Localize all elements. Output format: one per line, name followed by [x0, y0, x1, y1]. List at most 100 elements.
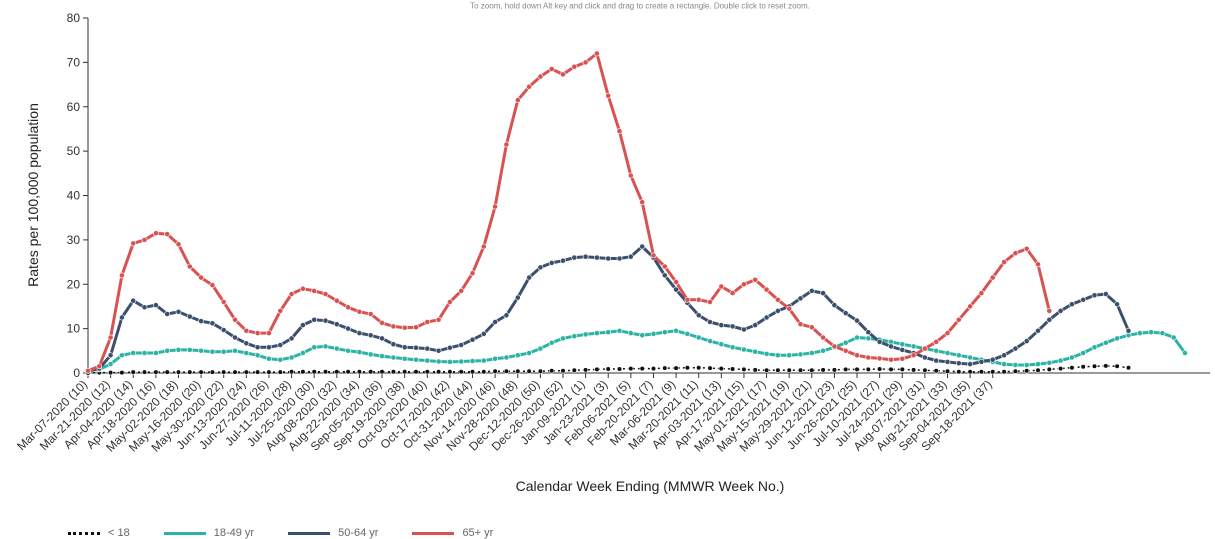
data-point[interactable] [1057, 307, 1064, 314]
data-point[interactable] [186, 346, 193, 353]
data-point[interactable] [888, 356, 894, 363]
data-point[interactable] [209, 320, 216, 327]
data-point[interactable] [254, 352, 261, 359]
data-point[interactable] [695, 334, 702, 341]
data-point[interactable] [989, 274, 996, 281]
data-point[interactable] [209, 282, 216, 288]
data-point[interactable] [944, 358, 951, 365]
data-point[interactable] [582, 253, 589, 260]
data-point[interactable] [1103, 363, 1109, 369]
data-point[interactable] [220, 299, 227, 305]
data-point[interactable] [1069, 354, 1075, 361]
data-point[interactable] [164, 347, 171, 354]
data-point[interactable] [933, 368, 939, 374]
data-point[interactable] [311, 369, 317, 375]
data-point[interactable] [582, 59, 589, 66]
data-point[interactable] [763, 314, 770, 321]
data-point[interactable] [729, 323, 736, 330]
data-point[interactable] [401, 355, 408, 362]
data-point[interactable] [198, 347, 204, 354]
data-point[interactable] [299, 350, 306, 356]
data-point[interactable] [775, 352, 781, 359]
data-point[interactable] [662, 365, 668, 371]
data-point[interactable] [967, 303, 973, 310]
data-point[interactable] [458, 342, 465, 348]
data-point[interactable] [446, 358, 453, 365]
data-point[interactable] [786, 367, 792, 373]
data-point[interactable] [526, 368, 532, 374]
data-point[interactable] [548, 339, 555, 346]
data-point[interactable] [616, 366, 623, 372]
data-point[interactable] [673, 327, 679, 334]
data-point[interactable] [888, 343, 894, 350]
data-point[interactable] [503, 354, 510, 361]
data-point[interactable] [333, 321, 340, 328]
data-point[interactable] [243, 369, 249, 375]
data-point[interactable] [695, 296, 702, 303]
data-point[interactable] [865, 354, 872, 361]
data-point[interactable] [1012, 362, 1019, 368]
data-point[interactable] [967, 361, 973, 367]
data-point[interactable] [515, 368, 521, 374]
data-point[interactable] [571, 254, 578, 261]
data-point[interactable] [537, 345, 544, 352]
data-point[interactable] [221, 369, 227, 375]
data-point[interactable] [379, 353, 385, 359]
data-point[interactable] [322, 369, 329, 375]
data-point[interactable] [311, 316, 318, 323]
data-point[interactable] [854, 352, 860, 359]
data-point[interactable] [1001, 361, 1007, 367]
data-point[interactable] [955, 360, 962, 367]
data-point[interactable] [1057, 357, 1064, 364]
data-point[interactable] [186, 263, 193, 270]
data-point[interactable] [413, 344, 419, 351]
data-point[interactable] [277, 307, 284, 314]
data-point[interactable] [1069, 301, 1075, 308]
data-point[interactable] [480, 357, 487, 364]
data-point[interactable] [808, 287, 815, 294]
data-point[interactable] [729, 366, 736, 372]
data-point[interactable] [265, 344, 272, 351]
data-point[interactable] [277, 369, 283, 375]
data-point[interactable] [978, 369, 985, 375]
data-point[interactable] [571, 367, 577, 373]
data-point[interactable] [1182, 350, 1188, 356]
data-point[interactable] [842, 310, 849, 316]
data-point[interactable] [1035, 361, 1041, 367]
data-point[interactable] [639, 199, 646, 206]
data-point[interactable] [1024, 368, 1030, 374]
data-point[interactable] [458, 358, 465, 365]
data-point[interactable] [922, 345, 928, 352]
data-point[interactable] [141, 304, 148, 311]
data-point[interactable] [503, 312, 510, 319]
data-point[interactable] [311, 287, 318, 294]
data-point[interactable] [401, 344, 408, 351]
data-point[interactable] [820, 334, 826, 341]
data-point[interactable] [1012, 250, 1019, 257]
data-point[interactable] [865, 335, 872, 342]
data-point[interactable] [492, 319, 498, 325]
data-point[interactable] [673, 286, 679, 293]
data-point[interactable] [899, 341, 906, 348]
data-point[interactable] [718, 322, 725, 328]
data-point[interactable] [978, 358, 985, 365]
data-point[interactable] [119, 314, 125, 321]
data-point[interactable] [933, 347, 940, 354]
data-point[interactable] [707, 319, 713, 325]
data-point[interactable] [277, 342, 284, 348]
data-point[interactable] [922, 354, 928, 361]
data-point[interactable] [424, 369, 430, 375]
data-point[interactable] [1159, 330, 1166, 336]
data-point[interactable] [198, 369, 204, 375]
data-point[interactable] [130, 369, 136, 375]
data-point[interactable] [1035, 327, 1041, 334]
data-point[interactable] [741, 346, 747, 353]
data-point[interactable] [1091, 344, 1098, 351]
data-point[interactable] [594, 366, 600, 373]
data-point[interactable] [831, 367, 838, 373]
data-point[interactable] [265, 355, 272, 362]
data-point[interactable] [107, 352, 114, 359]
data-point[interactable] [1080, 296, 1087, 303]
data-point[interactable] [763, 286, 770, 293]
data-point[interactable] [96, 363, 103, 370]
